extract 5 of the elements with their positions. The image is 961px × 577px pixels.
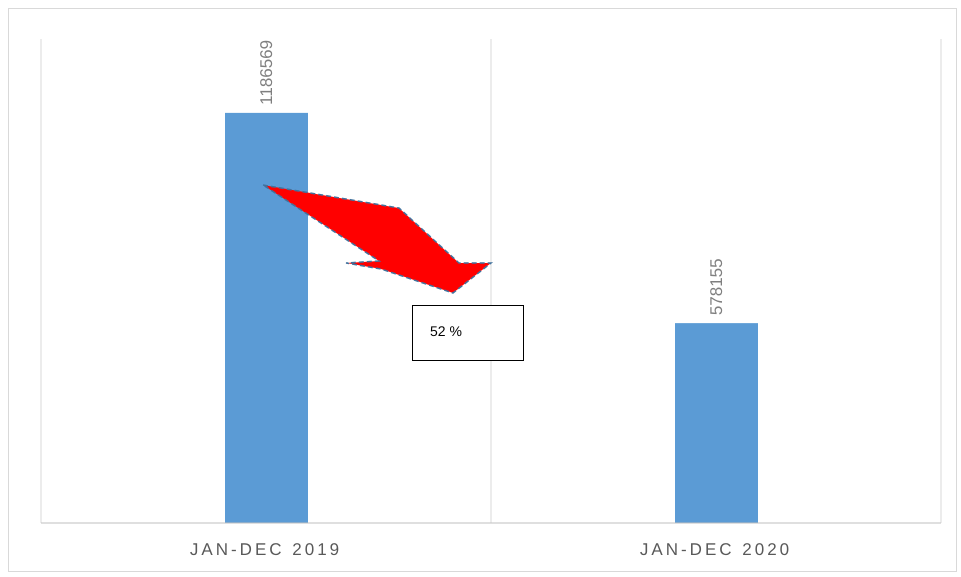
annotation: 52 % [430, 323, 462, 339]
x-tick-label: JAN-DEC 2020 [640, 540, 792, 560]
data-label: 1186569 [257, 40, 276, 105]
x-tick-label: JAN-DEC 2019 [190, 540, 342, 560]
data-label: 578155 [707, 258, 726, 316]
